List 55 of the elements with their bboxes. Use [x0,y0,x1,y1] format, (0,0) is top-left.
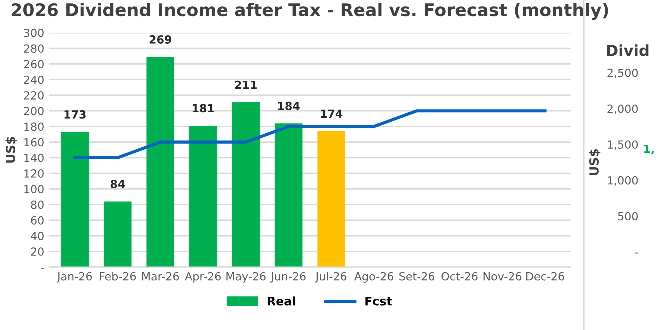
x-tick-label: Apr-26 [185,272,221,283]
y-tick-label: 300 [24,28,44,38]
y-tick-label: 20 [31,248,44,256]
x-tick-label: Dec-26 [526,272,564,281]
y-axis-title: US$ [589,149,601,176]
y-tick-label: 40 [31,232,44,240]
chart-title: 2026 Dividend Income after Tax - Real vs. Forecast (monthly) [12,3,608,20]
y-tick-label: 220 [24,91,44,100]
y-tick-label: 80 [31,200,44,210]
y-tick-label: 240 [24,76,44,84]
data-label: 184 [278,102,300,110]
y-tick-label: 120 [24,170,44,178]
y-tick-label: 1,000 [608,176,638,186]
bar [274,124,303,268]
y-tick-label: 500 [618,212,638,221]
legend-label: Fcst [366,297,392,306]
y-tick-label: - [41,268,44,269]
y-tick-label: 260 [24,60,44,69]
x-tick-label: Ago-26 [354,272,394,283]
y-tick-label: 140 [24,154,44,162]
legend-label: Real [268,296,296,306]
y-axis-title: US$ [6,137,18,163]
bar [318,131,346,268]
y-tick-label: 200 [24,107,44,116]
text: 1, [644,144,654,155]
data-label: 181 [193,104,214,113]
x-tick-label: May-26 [226,272,266,283]
y-tick-label: 160 [24,138,44,147]
y-tick-label: 2,500 [608,68,638,78]
y-tick-label: 60 [31,216,44,225]
y-tick-label: 280 [24,44,44,53]
y-tick-label: 2,000 [608,104,638,114]
y-tick-label: 100 [24,185,44,194]
x-tick-label: Oct-26 [442,272,478,281]
y-tick-label: - [635,252,638,254]
x-tick-label: Jul-26 [315,272,347,283]
data-label: 269 [150,36,172,44]
x-tick-label: Feb-26 [100,272,136,281]
bar [104,202,132,268]
data-label: 211 [235,80,257,90]
x-tick-label: Jun-26 [270,272,306,283]
data-label: 173 [64,110,86,119]
text: Divid [607,44,649,56]
x-tick-label: Set-26 [400,272,435,281]
bar [61,132,90,268]
bar [146,57,175,268]
bar [189,126,218,268]
data-label: 174 [321,110,343,118]
x-tick-label: Nov-26 [484,272,522,281]
data-label: 84 [110,180,126,188]
x-tick-label: Mar-26 [142,272,180,281]
x-tick-label: Jan-26 [56,272,92,283]
y-tick-label: 1,500 [608,140,638,150]
y-tick-label: 180 [24,122,44,132]
bar [232,102,260,268]
